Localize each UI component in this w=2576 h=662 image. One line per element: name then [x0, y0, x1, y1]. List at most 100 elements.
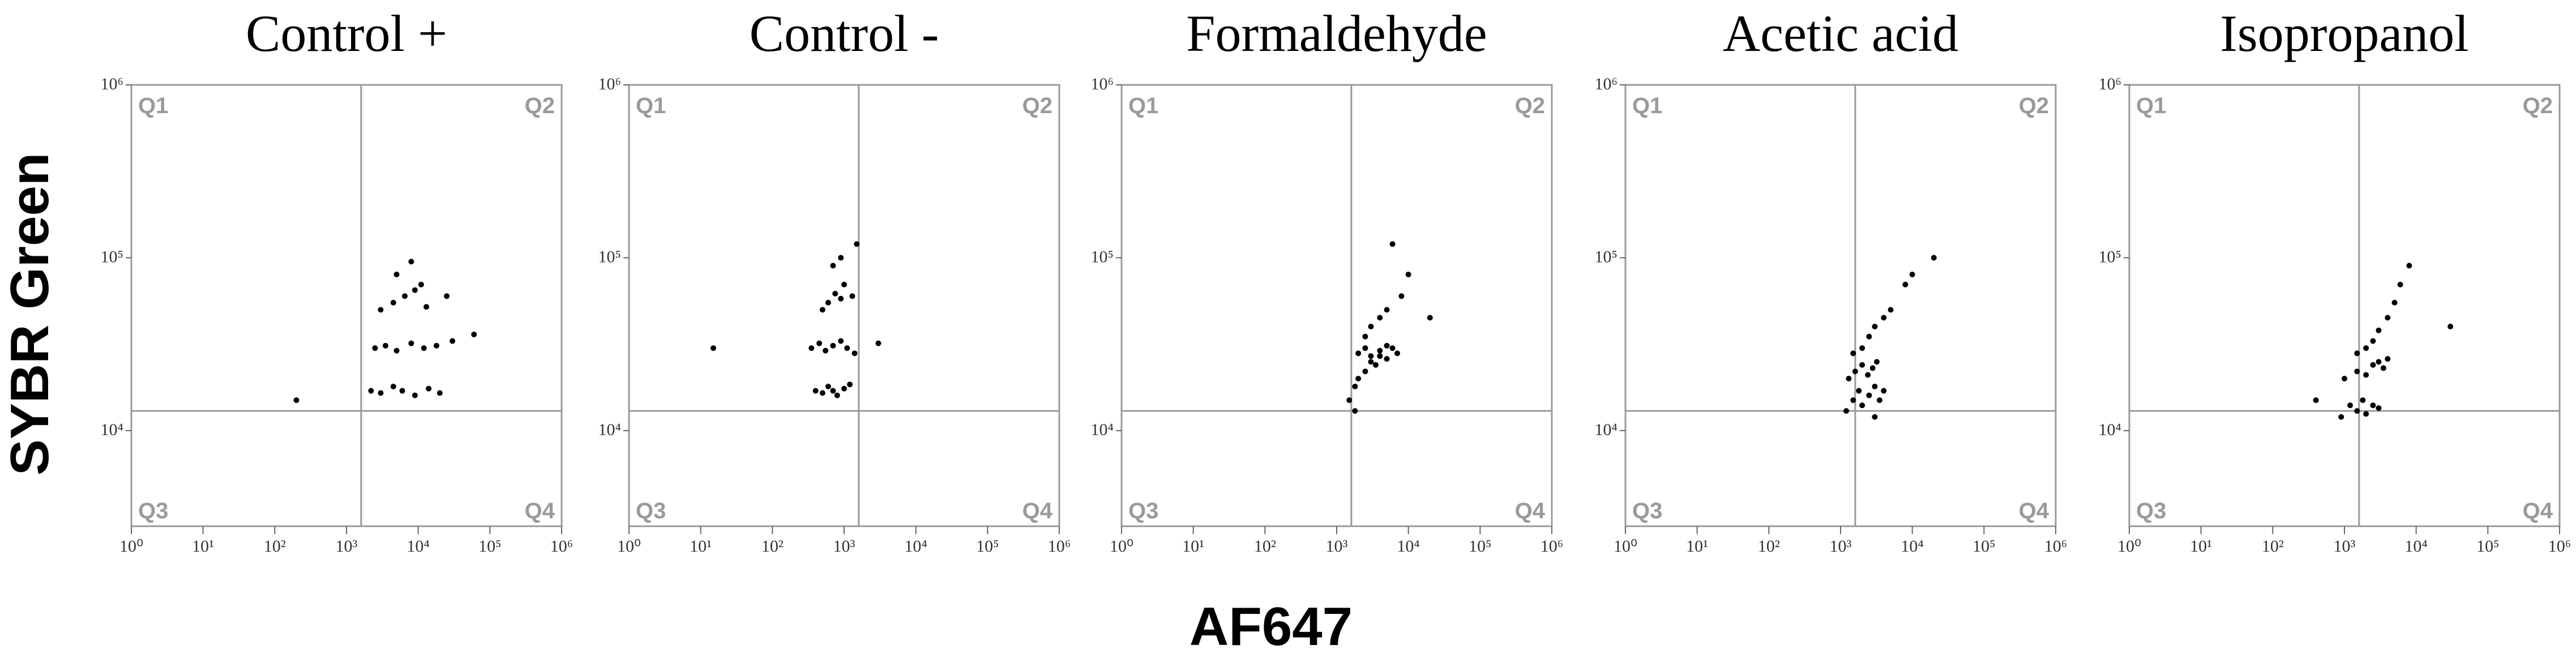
x-tick-label: 10³	[2334, 537, 2356, 556]
event-point	[2354, 408, 2360, 414]
plot-frame	[628, 84, 1060, 527]
event-point	[393, 272, 400, 278]
quadrant-label: Q2	[2523, 93, 2553, 118]
event-point	[2342, 376, 2347, 382]
y-tick-label: 10⁵	[598, 248, 621, 266]
x-axis-title: AF647	[1189, 596, 1353, 657]
x-tick-label: 10³	[336, 537, 358, 556]
event-point	[399, 388, 405, 394]
event-point	[1869, 365, 1876, 371]
quadrant-label: Q3	[138, 498, 168, 523]
x-tick-label: 10²	[2262, 537, 2284, 556]
y-tick-label: 10⁴	[2099, 420, 2121, 439]
x-tick-label: 10⁶	[1541, 537, 1563, 556]
event-point	[408, 259, 414, 265]
event-point	[1352, 384, 1358, 390]
event-point	[1362, 345, 1368, 351]
event-point	[825, 299, 831, 306]
event-point	[293, 397, 299, 403]
event-point	[1389, 241, 1396, 247]
event-point	[841, 385, 847, 392]
event-point	[1355, 376, 1362, 382]
event-point	[401, 293, 408, 299]
event-point	[1427, 315, 1433, 321]
event-point	[1368, 353, 1374, 359]
x-tick-label: 10⁶	[550, 537, 573, 556]
event-point	[2363, 345, 2369, 351]
event-point	[1346, 397, 1353, 403]
event-point	[847, 381, 853, 388]
event-point	[2363, 372, 2369, 378]
panel-title: Acetic acid	[1723, 5, 1958, 62]
quadrant-label: Q1	[636, 93, 666, 118]
event-point	[830, 342, 836, 349]
event-point	[1850, 350, 1856, 356]
event-point	[2376, 327, 2382, 333]
event-point	[1859, 402, 1865, 409]
event-point	[1362, 368, 1368, 375]
event-point	[841, 281, 847, 287]
x-tick-label: 10⁶	[1048, 537, 1071, 556]
event-point	[390, 299, 396, 306]
plot-frame	[2128, 84, 2561, 527]
event-point	[1866, 392, 1872, 398]
event-point	[444, 293, 450, 299]
event-point	[437, 390, 443, 396]
x-tick-label: 10⁴	[904, 537, 927, 556]
event-point	[830, 388, 836, 394]
event-point	[378, 307, 384, 313]
x-tick-label: 10⁴	[2404, 537, 2427, 556]
event-point	[471, 332, 477, 338]
event-point	[838, 295, 844, 302]
event-point	[1368, 324, 1374, 330]
y-tick-label: 10⁵	[1091, 248, 1114, 266]
event-point	[1876, 397, 1882, 403]
event-point	[1865, 372, 1871, 378]
event-point	[2354, 368, 2360, 375]
event-point	[854, 241, 860, 247]
event-point	[2354, 350, 2360, 356]
event-point	[1872, 324, 1878, 330]
y-tick-label: 10⁵	[1595, 248, 1618, 266]
event-point	[2347, 402, 2354, 409]
plot-frame	[1120, 84, 1553, 527]
x-tick-label: 10⁴	[1397, 537, 1419, 556]
event-point	[1873, 359, 1880, 365]
y-tick-label: 10⁴	[1595, 420, 1618, 439]
event-point	[2376, 359, 2382, 365]
event-point	[1394, 350, 1401, 356]
event-point	[1888, 307, 1894, 313]
x-tick-label: 10⁵	[976, 537, 999, 556]
event-point	[1384, 356, 1390, 362]
x-tick-label: 10²	[1254, 537, 1276, 556]
quadrant-label: Q1	[138, 93, 168, 118]
y-tick-label: 10⁴	[101, 420, 123, 439]
x-tick-label: 10³	[833, 537, 855, 556]
x-tick-label: 10¹	[1182, 537, 1204, 556]
event-point	[1368, 359, 1374, 365]
event-point	[434, 342, 440, 349]
event-point	[1852, 368, 1858, 375]
quadrant-label: Q3	[1632, 498, 1662, 523]
event-point	[393, 347, 400, 354]
x-tick-label: 10⁶	[2044, 537, 2067, 556]
y-tick-label: 10⁶	[2099, 75, 2121, 93]
plot-frame	[1624, 84, 2057, 527]
event-point	[1866, 333, 1872, 339]
x-tick-label: 10⁵	[1972, 537, 1995, 556]
quadrant-label: Q4	[525, 498, 555, 523]
event-point	[372, 345, 378, 351]
event-point	[2313, 397, 2319, 403]
event-point	[812, 388, 819, 394]
event-point	[816, 340, 823, 346]
event-point	[450, 338, 456, 344]
event-point	[1856, 388, 1862, 394]
event-point	[421, 345, 427, 351]
x-tick-label: 10¹	[192, 537, 214, 556]
event-point	[834, 392, 840, 398]
event-point	[2370, 338, 2376, 344]
event-point	[1859, 362, 1865, 368]
event-point	[1398, 293, 1405, 299]
event-point	[2376, 405, 2382, 411]
